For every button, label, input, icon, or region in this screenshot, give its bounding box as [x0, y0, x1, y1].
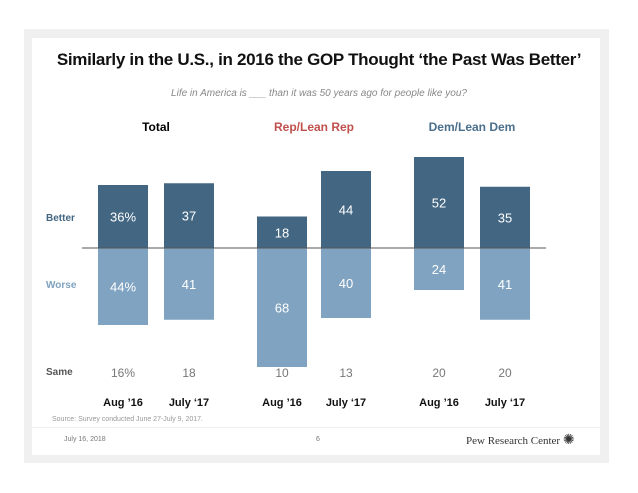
label-better: 36%	[110, 210, 136, 225]
chart-subtitle: Life in America is ___ than it was 50 ye…	[171, 88, 467, 99]
row-label-same: Same	[46, 367, 73, 378]
label-same: 16%	[110, 366, 136, 380]
x-tick-label: Aug ’16	[419, 397, 459, 409]
label-worse: 41	[498, 277, 512, 292]
bar-worse	[480, 248, 530, 320]
x-tick-label: July ‘17	[484, 397, 526, 409]
label-better: 35	[498, 210, 512, 225]
pew-logo: Pew Research Center ✺	[466, 432, 575, 449]
bar-worse	[98, 248, 148, 325]
bar-worse	[321, 248, 371, 318]
bar-better	[257, 216, 307, 248]
bar-better	[164, 183, 214, 248]
x-tick-label: July ‘17	[325, 397, 367, 409]
footer-date: July 16, 2018	[64, 436, 106, 443]
label-same: 10	[275, 366, 289, 380]
label-worse: 44%	[110, 280, 136, 295]
label-worse: 40	[339, 276, 353, 291]
label-worse: 24	[432, 262, 446, 277]
footer-page-number: 6	[316, 436, 320, 443]
bar-worse	[164, 248, 214, 320]
row-label-better: Better	[46, 213, 75, 224]
label-better: 52	[432, 196, 446, 211]
label-same: 18	[182, 366, 196, 380]
chart-title: Similarly in the U.S., in 2016 the GOP T…	[56, 50, 582, 69]
pew-logo-text: Pew Research Center	[466, 435, 561, 447]
label-same: 20	[432, 366, 446, 380]
label-same: 20	[498, 366, 512, 380]
footer-divider	[32, 427, 600, 428]
x-tick-label: July ‘17	[168, 397, 210, 409]
label-same: 13	[339, 366, 353, 380]
group-header-rep: Rep/Lean Rep	[273, 120, 354, 134]
label-better: 44	[339, 203, 353, 218]
label-worse: 68	[275, 301, 289, 316]
group-header-dem: Dem/Lean Dem	[428, 120, 516, 134]
bar-better	[414, 157, 464, 248]
label-better: 18	[275, 225, 289, 240]
label-worse: 41	[182, 277, 196, 292]
bar-better	[321, 171, 371, 248]
bar-worse	[414, 248, 464, 290]
group-header-total: Total	[142, 120, 170, 134]
bar-better	[480, 186, 530, 248]
bar-worse	[257, 248, 307, 367]
pew-sunburst-icon: ✺	[562, 433, 575, 448]
label-better: 37	[182, 209, 196, 224]
x-tick-label: Aug ’16	[103, 397, 143, 409]
source-note: Source: Survey conducted June 27-July 9,…	[52, 416, 203, 423]
bar-better	[98, 185, 148, 248]
row-label-worse: Worse	[46, 280, 77, 291]
x-tick-label: Aug ’16	[262, 397, 302, 409]
